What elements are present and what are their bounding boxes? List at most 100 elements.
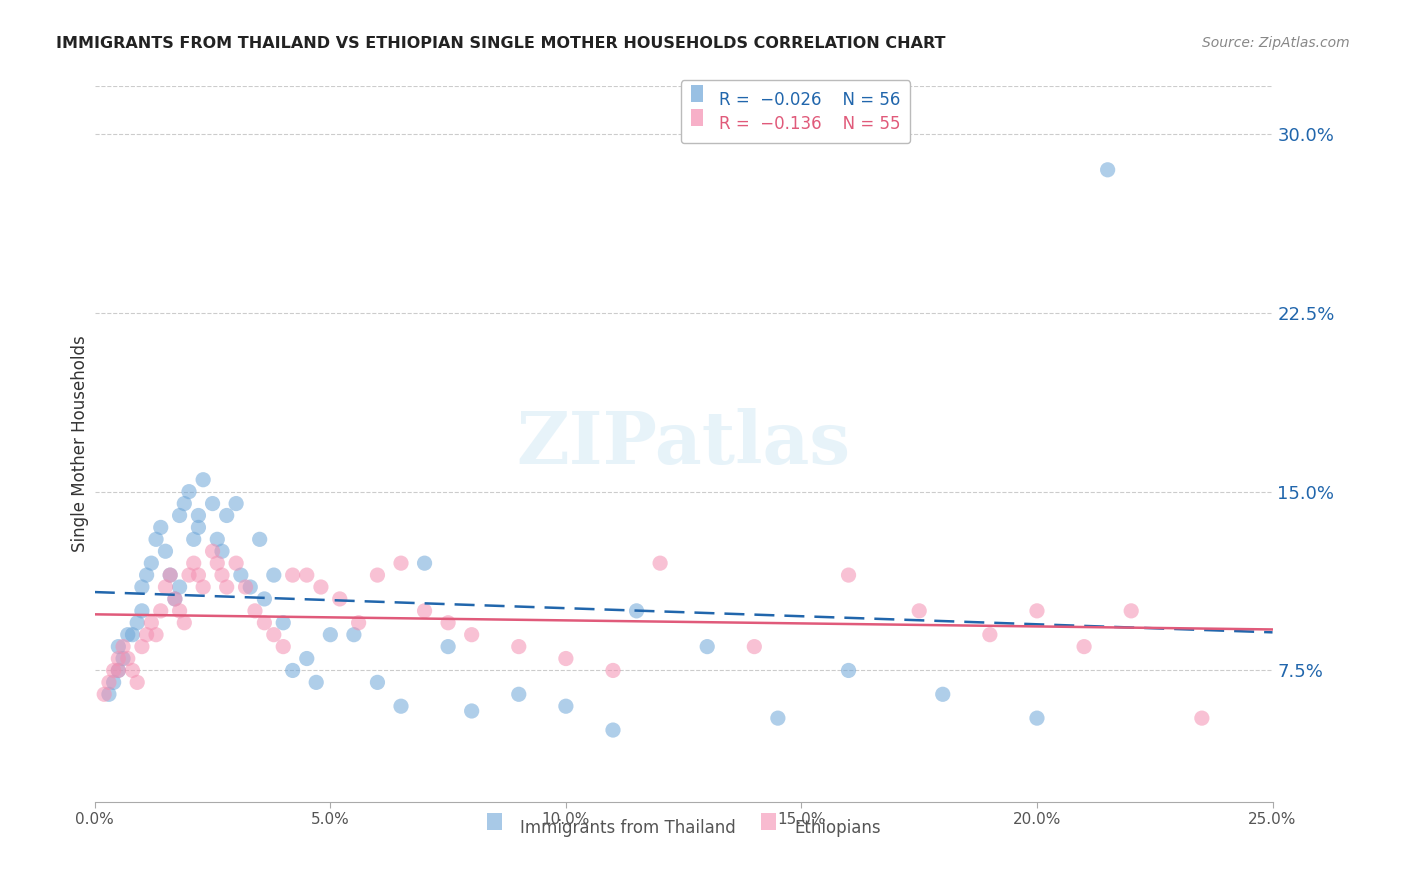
Immigrants from Thailand (1026, 711, 1049, 725)
Immigrants from Thailand (229, 568, 252, 582)
Ethiopians (107, 651, 129, 665)
Immigrants from Thailand (159, 568, 181, 582)
Text: ZIPatlas: ZIPatlas (516, 409, 851, 480)
Ethiopians (347, 615, 370, 630)
Ethiopians (169, 604, 191, 618)
Immigrants from Thailand (127, 615, 149, 630)
Immigrants from Thailand (932, 687, 955, 701)
Immigrants from Thailand (155, 544, 177, 558)
Ethiopians (253, 615, 276, 630)
Ethiopians (149, 604, 172, 618)
Immigrants from Thailand (112, 651, 135, 665)
Immigrants from Thailand (163, 591, 186, 606)
Ethiopians (460, 628, 482, 642)
Immigrants from Thailand (626, 604, 648, 618)
Ethiopians (103, 664, 125, 678)
Ethiopians (207, 556, 229, 570)
Immigrants from Thailand (366, 675, 388, 690)
Ethiopians (329, 591, 352, 606)
Immigrants from Thailand (201, 497, 224, 511)
Ethiopians (602, 664, 624, 678)
Ethiopians (93, 687, 115, 701)
Immigrants from Thailand (437, 640, 460, 654)
Immigrants from Thailand (389, 699, 412, 714)
Ethiopians (366, 568, 388, 582)
Ethiopians (281, 568, 304, 582)
Immigrants from Thailand (554, 699, 576, 714)
Immigrants from Thailand (183, 533, 205, 547)
Immigrants from Thailand (766, 711, 789, 725)
Ethiopians (744, 640, 766, 654)
Immigrants from Thailand (131, 604, 153, 618)
Immigrants from Thailand (319, 628, 342, 642)
Legend: Immigrants from Thailand, Ethiopians: Immigrants from Thailand, Ethiopians (479, 812, 887, 843)
Ethiopians (183, 556, 205, 570)
Immigrants from Thailand (225, 497, 247, 511)
Immigrants from Thailand (169, 508, 191, 523)
Ethiopians (1121, 604, 1143, 618)
Ethiopians (908, 604, 931, 618)
Immigrants from Thailand (305, 675, 328, 690)
Ethiopians (131, 640, 153, 654)
Ethiopians (159, 568, 181, 582)
Ethiopians (127, 675, 149, 690)
Immigrants from Thailand (508, 687, 530, 701)
Immigrants from Thailand (173, 497, 195, 511)
Immigrants from Thailand (263, 568, 285, 582)
Immigrants from Thailand (602, 723, 624, 737)
Ethiopians (271, 640, 294, 654)
Ethiopians (389, 556, 412, 570)
Immigrants from Thailand (838, 664, 860, 678)
Ethiopians (554, 651, 576, 665)
Immigrants from Thailand (145, 533, 167, 547)
Ethiopians (979, 628, 1001, 642)
Immigrants from Thailand (141, 556, 163, 570)
Ethiopians (309, 580, 332, 594)
Immigrants from Thailand (295, 651, 318, 665)
Immigrants from Thailand (107, 664, 129, 678)
Ethiopians (155, 580, 177, 594)
Ethiopians (263, 628, 285, 642)
Immigrants from Thailand (187, 520, 209, 534)
Immigrants from Thailand (343, 628, 366, 642)
Ethiopians (413, 604, 436, 618)
Ethiopians (163, 591, 186, 606)
Immigrants from Thailand (97, 687, 120, 701)
Text: IMMIGRANTS FROM THAILAND VS ETHIOPIAN SINGLE MOTHER HOUSEHOLDS CORRELATION CHART: IMMIGRANTS FROM THAILAND VS ETHIOPIAN SI… (56, 36, 946, 51)
Ethiopians (135, 628, 157, 642)
Ethiopians (243, 604, 266, 618)
Ethiopians (191, 580, 214, 594)
Ethiopians (141, 615, 163, 630)
Immigrants from Thailand (117, 628, 139, 642)
Ethiopians (173, 615, 195, 630)
Immigrants from Thailand (239, 580, 262, 594)
Immigrants from Thailand (253, 591, 276, 606)
Immigrants from Thailand (177, 484, 200, 499)
Ethiopians (1073, 640, 1095, 654)
Ethiopians (117, 651, 139, 665)
Ethiopians (1026, 604, 1049, 618)
Immigrants from Thailand (121, 628, 143, 642)
Ethiopians (838, 568, 860, 582)
Immigrants from Thailand (135, 568, 157, 582)
Ethiopians (145, 628, 167, 642)
Immigrants from Thailand (460, 704, 482, 718)
Immigrants from Thailand (103, 675, 125, 690)
Ethiopians (437, 615, 460, 630)
Ethiopians (121, 664, 143, 678)
Ethiopians (295, 568, 318, 582)
Ethiopians (107, 664, 129, 678)
Ethiopians (508, 640, 530, 654)
Ethiopians (211, 568, 233, 582)
Immigrants from Thailand (169, 580, 191, 594)
Immigrants from Thailand (249, 533, 271, 547)
Immigrants from Thailand (696, 640, 718, 654)
Ethiopians (187, 568, 209, 582)
Immigrants from Thailand (207, 533, 229, 547)
Immigrants from Thailand (149, 520, 172, 534)
Ethiopians (235, 580, 257, 594)
Ethiopians (177, 568, 200, 582)
Ethiopians (215, 580, 238, 594)
Ethiopians (648, 556, 671, 570)
Immigrants from Thailand (215, 508, 238, 523)
